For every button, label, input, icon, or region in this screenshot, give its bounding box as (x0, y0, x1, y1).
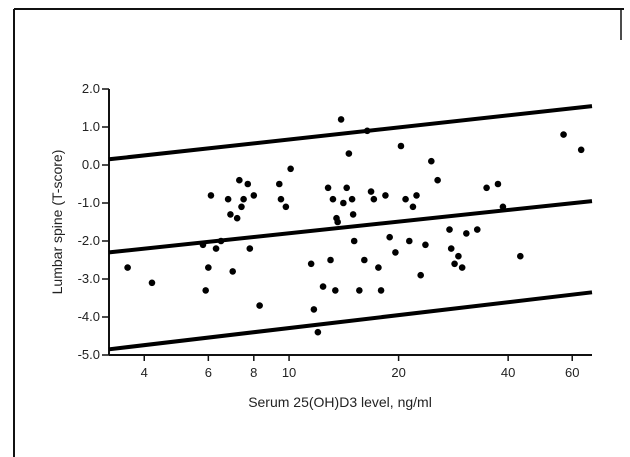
data-point (277, 195, 285, 203)
y-axis-title: Lumbar spine (T-score) (49, 150, 65, 295)
data-point (224, 195, 232, 203)
data-point (382, 192, 389, 199)
data-point (447, 245, 455, 252)
data-point (229, 268, 237, 275)
data-point (392, 249, 399, 256)
data-point (397, 142, 405, 150)
data-point (199, 241, 207, 249)
data-point (343, 184, 350, 192)
data-point (405, 237, 413, 245)
x-tick-label: 60 (565, 365, 579, 380)
data-point (473, 226, 481, 233)
y-tick-label: 2.0 (82, 81, 100, 96)
y-axis-ticks: 2.0 1.0 0.0 -1.0 -2.0 -3.0 -4.0 -5.0 (78, 81, 109, 362)
regression-lines (108, 104, 593, 352)
data-point (422, 241, 429, 249)
data-point (458, 264, 466, 271)
data-point (345, 150, 353, 157)
data-point (246, 245, 254, 252)
data-point (348, 195, 356, 203)
data-point (375, 264, 382, 271)
data-point (463, 230, 470, 237)
x-tick-label: 20 (391, 365, 405, 380)
data-point (333, 214, 340, 222)
data-point (124, 264, 131, 271)
data-point (238, 203, 245, 211)
y-tick-label: -1.0 (78, 195, 100, 210)
data-point (287, 165, 294, 173)
data-point (337, 116, 345, 123)
regression-line (108, 199, 593, 255)
data-point (332, 287, 339, 294)
data-point (499, 203, 507, 211)
y-tick-label: 1.0 (82, 119, 100, 134)
data-point (494, 180, 502, 188)
data-point (319, 283, 327, 290)
data-point (236, 176, 243, 184)
data-point (250, 192, 258, 199)
data-point (356, 287, 363, 294)
data-point (256, 302, 263, 309)
data-point (483, 184, 490, 192)
data-point (361, 256, 368, 264)
data-point (217, 237, 225, 245)
x-tick-label: 8 (250, 365, 257, 380)
data-point (282, 203, 290, 211)
data-point (307, 260, 315, 268)
y-tick-label: 0.0 (82, 157, 100, 172)
data-point (517, 252, 524, 260)
data-point (227, 211, 234, 218)
data-point (212, 245, 220, 252)
x-tick-label: 40 (501, 365, 515, 380)
data-point (413, 192, 420, 199)
x-axis-title: Serum 25(OH)D3 level, ng/ml (248, 394, 432, 410)
data-point (350, 237, 358, 245)
x-tick-label: 10 (282, 365, 296, 380)
data-point (446, 226, 453, 233)
data-point (367, 188, 375, 195)
x-tick-label: 4 (141, 365, 148, 380)
data-point (409, 203, 417, 211)
data-point (202, 287, 209, 294)
lower-bound-line (108, 290, 593, 352)
y-tick-label: -4.0 (78, 309, 100, 324)
data-point (233, 214, 241, 222)
data-point (560, 131, 567, 138)
data-point (363, 127, 371, 135)
data-point (244, 180, 252, 188)
data-point (148, 279, 156, 287)
data-point (327, 256, 334, 264)
x-axis-ticks: 4 6 8 10 20 40 60 (141, 355, 579, 380)
data-point (577, 146, 585, 154)
data-point (207, 192, 215, 199)
upper-bound-line (108, 104, 593, 162)
data-point (428, 157, 435, 165)
scatter-points (124, 116, 585, 336)
data-point (386, 233, 393, 241)
y-tick-label: -2.0 (78, 233, 100, 248)
data-point (402, 195, 409, 203)
data-point (455, 252, 462, 260)
data-point (314, 328, 322, 336)
data-point (205, 264, 212, 271)
data-point (434, 176, 441, 184)
data-point (275, 180, 283, 188)
data-point (310, 306, 318, 313)
data-point (370, 195, 378, 203)
y-tick-label: -3.0 (78, 271, 100, 286)
data-point (377, 287, 385, 294)
data-point (324, 184, 332, 192)
data-point (340, 199, 347, 207)
data-point (417, 271, 424, 279)
data-point (451, 260, 458, 268)
data-point (240, 195, 247, 203)
data-point (349, 211, 357, 218)
data-point (329, 195, 337, 203)
x-tick-label: 6 (205, 365, 212, 380)
y-tick-label: -5.0 (78, 347, 100, 362)
